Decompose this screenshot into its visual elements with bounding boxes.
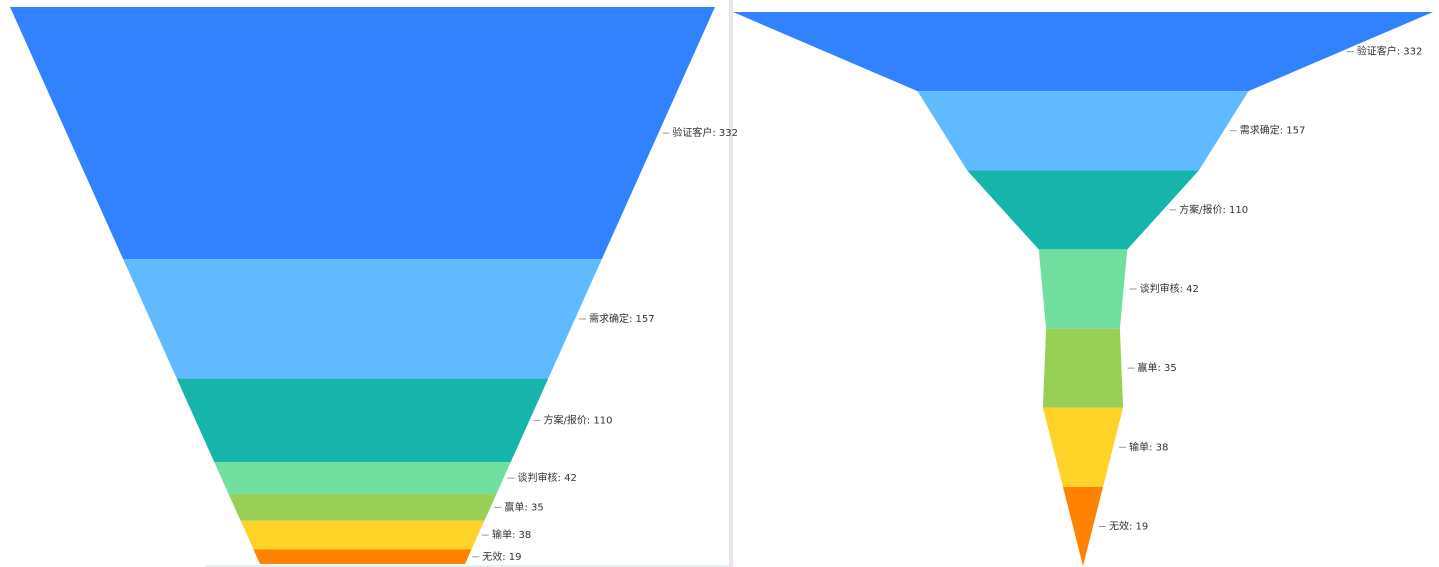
funnel-segment (176, 378, 549, 463)
segment-label: 验证客户: 332 (672, 126, 738, 139)
segment-label: 无效: 19 (482, 550, 521, 563)
segment-label: 谈判审核: 42 (518, 471, 577, 484)
funnel-segment (967, 170, 1199, 250)
segment-label: 无效: 19 (1109, 519, 1148, 532)
funnel-segment (240, 520, 485, 550)
funnel-segment (123, 259, 602, 379)
funnel-segment (1042, 407, 1124, 487)
funnel-segment (733, 12, 1433, 92)
funnel-segment (253, 549, 472, 564)
segment-label: 方案/报价: 110 (543, 413, 612, 426)
funnel-segment (10, 7, 715, 260)
funnel-segment (228, 494, 497, 521)
panel-separator (729, 0, 733, 567)
segment-label: 需求确定: 157 (589, 312, 655, 325)
funnel-segment (1038, 249, 1128, 329)
funnel-segment (214, 462, 511, 495)
segment-label: 验证客户: 332 (1357, 45, 1423, 58)
segment-label: 赢单: 35 (1137, 361, 1176, 374)
segment-label: 输单: 38 (492, 528, 531, 541)
funnel-segment (1062, 486, 1104, 566)
segment-label: 赢单: 35 (504, 500, 543, 513)
segment-label: 输单: 38 (1129, 440, 1168, 453)
segment-label: 谈判审核: 42 (1140, 282, 1199, 295)
segment-label: 方案/报价: 110 (1179, 203, 1248, 216)
funnel-segment (1042, 328, 1124, 408)
segment-label: 需求确定: 157 (1240, 124, 1306, 137)
funnel-segment (917, 91, 1249, 171)
